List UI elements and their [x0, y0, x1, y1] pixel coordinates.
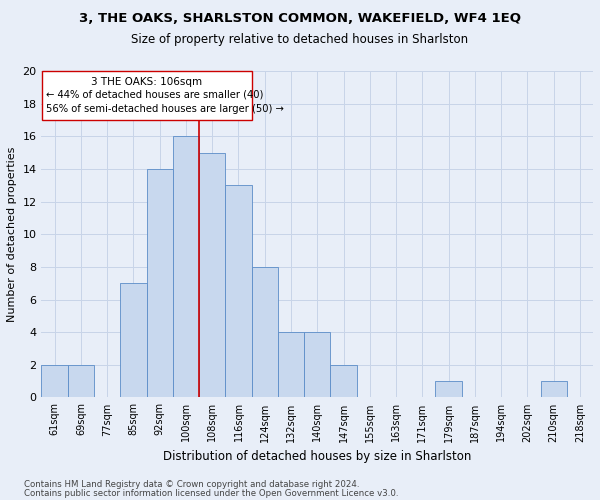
- Bar: [146, 169, 173, 398]
- Text: 3 THE OAKS: 106sqm: 3 THE OAKS: 106sqm: [91, 78, 202, 88]
- Bar: [173, 136, 199, 398]
- Bar: [251, 267, 278, 398]
- Text: ← 44% of detached houses are smaller (40): ← 44% of detached houses are smaller (40…: [46, 90, 263, 100]
- X-axis label: Distribution of detached houses by size in Sharlston: Distribution of detached houses by size …: [163, 450, 472, 463]
- Text: 56% of semi-detached houses are larger (50) →: 56% of semi-detached houses are larger (…: [46, 104, 284, 115]
- Bar: [68, 365, 94, 398]
- Y-axis label: Number of detached properties: Number of detached properties: [7, 146, 17, 322]
- Bar: [199, 152, 226, 398]
- Bar: [278, 332, 304, 398]
- Bar: [436, 381, 462, 398]
- Bar: [226, 185, 251, 398]
- Text: Contains HM Land Registry data © Crown copyright and database right 2024.: Contains HM Land Registry data © Crown c…: [24, 480, 359, 489]
- Bar: [541, 381, 567, 398]
- Text: 3, THE OAKS, SHARLSTON COMMON, WAKEFIELD, WF4 1EQ: 3, THE OAKS, SHARLSTON COMMON, WAKEFIELD…: [79, 12, 521, 26]
- Text: Size of property relative to detached houses in Sharlston: Size of property relative to detached ho…: [131, 32, 469, 46]
- Bar: [41, 365, 68, 398]
- Bar: [304, 332, 331, 398]
- Bar: [120, 283, 146, 398]
- FancyBboxPatch shape: [42, 72, 251, 120]
- Text: Contains public sector information licensed under the Open Government Licence v3: Contains public sector information licen…: [24, 489, 398, 498]
- Bar: [331, 365, 356, 398]
